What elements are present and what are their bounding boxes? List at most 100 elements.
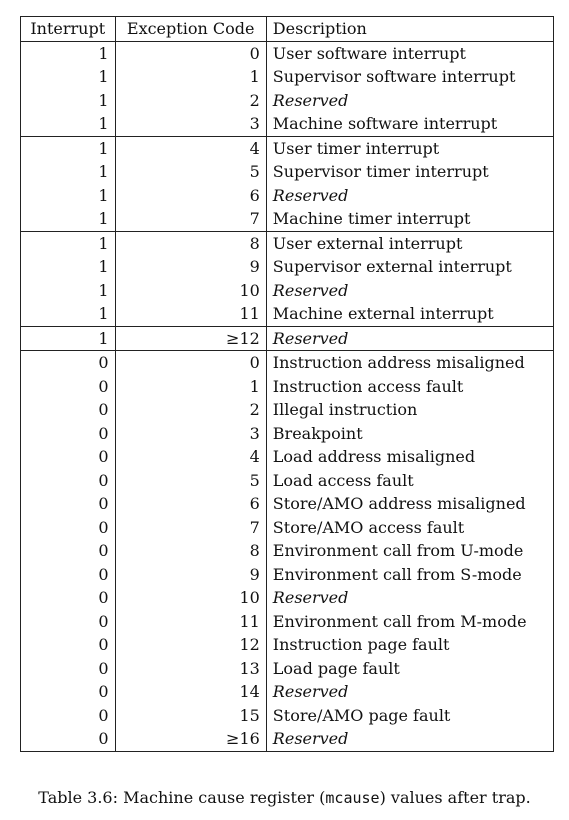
header-interrupt: Interrupt: [20, 16, 116, 42]
description-cell: Reserved: [265, 88, 555, 112]
description-cell: Machine external interrupt: [265, 302, 555, 327]
exception-code-cell: 1: [114, 374, 267, 398]
description-cell: Environment call from S-mode: [265, 562, 555, 586]
interrupt-cell: 0: [20, 421, 116, 445]
exception-code-cell: 2: [114, 398, 267, 422]
table-row: 0 5 Load access fault: [20, 468, 555, 492]
interrupt-cell: 0: [20, 374, 116, 398]
interrupt-cell: 0: [20, 609, 116, 633]
description-cell: Environment call from M-mode: [265, 609, 555, 633]
table-row: 1 2 Reserved: [20, 88, 555, 112]
description-cell: Instruction access fault: [265, 374, 555, 398]
table-row: 0 12 Instruction page fault: [20, 633, 555, 657]
interrupt-cell: 1: [20, 326, 116, 351]
table-row: 1 3 Machine software interrupt: [20, 112, 555, 137]
description-cell: Load access fault: [265, 468, 555, 492]
table-row: 1 0 User software interrupt: [20, 41, 555, 65]
description-cell: Load page fault: [265, 656, 555, 680]
description-cell: Illegal instruction: [265, 398, 555, 422]
exception-code-cell: 11: [114, 609, 267, 633]
exception-code-cell: 0: [114, 41, 267, 65]
table-row: 0 ≥16 Reserved: [20, 727, 555, 752]
description-cell: Machine software interrupt: [265, 112, 555, 137]
table-row: 1 6 Reserved: [20, 183, 555, 207]
interrupt-cell: 1: [20, 183, 116, 207]
interrupt-cell: 0: [20, 350, 116, 375]
interrupt-cell: 1: [20, 65, 116, 89]
table-row: 0 1 Instruction access fault: [20, 374, 555, 398]
exception-code-cell: 4: [114, 445, 267, 469]
description-cell: Store/AMO access fault: [265, 515, 555, 539]
table-row: 1 9 Supervisor external interrupt: [20, 255, 555, 279]
table-row: 1 1 Supervisor software interrupt: [20, 65, 555, 89]
interrupt-cell: 1: [20, 255, 116, 279]
exception-code-cell: 6: [114, 183, 267, 207]
description-cell: Machine timer interrupt: [265, 207, 555, 232]
interrupt-cell: 0: [20, 468, 116, 492]
table-row: 1 8 User external interrupt: [20, 231, 555, 255]
table-row: 1 ≥12 Reserved: [20, 326, 555, 351]
table-row: 1 11 Machine external interrupt: [20, 302, 555, 327]
exception-code-cell: 0: [114, 350, 267, 375]
description-cell: Store/AMO page fault: [265, 703, 555, 727]
description-cell: User external interrupt: [265, 231, 555, 255]
description-cell: Reserved: [265, 326, 555, 351]
description-cell: Reserved: [265, 278, 555, 302]
description-cell: User timer interrupt: [265, 136, 555, 160]
table-row: 0 8 Environment call from U-mode: [20, 539, 555, 563]
table-row: 0 7 Store/AMO access fault: [20, 515, 555, 539]
description-cell: Store/AMO address misaligned: [265, 492, 555, 516]
description-cell: Load address misaligned: [265, 445, 555, 469]
interrupt-cell: 1: [20, 207, 116, 232]
interrupt-cell: 0: [20, 680, 116, 704]
table-row: 0 9 Environment call from S-mode: [20, 562, 555, 586]
table-row: 0 6 Store/AMO address misaligned: [20, 492, 555, 516]
table-row: 0 3 Breakpoint: [20, 421, 555, 445]
description-cell: User software interrupt: [265, 41, 555, 65]
exception-code-cell: 15: [114, 703, 267, 727]
exception-code-cell: 8: [114, 539, 267, 563]
interrupt-cell: 0: [20, 656, 116, 680]
exception-code-cell: 6: [114, 492, 267, 516]
interrupt-cell: 0: [20, 492, 116, 516]
exception-code-cell: 12: [114, 633, 267, 657]
description-cell: Instruction page fault: [265, 633, 555, 657]
table-row: 0 15 Store/AMO page fault: [20, 703, 555, 727]
table-row: 1 7 Machine timer interrupt: [20, 207, 555, 232]
table-row: 0 11 Environment call from M-mode: [20, 609, 555, 633]
description-cell: Supervisor timer interrupt: [265, 160, 555, 184]
interrupt-cell: 0: [20, 703, 116, 727]
exception-code-cell: 3: [114, 421, 267, 445]
table-row: 0 13 Load page fault: [20, 656, 555, 680]
exception-code-cell: 4: [114, 136, 267, 160]
exception-code-cell: 9: [114, 255, 267, 279]
table-row: 1 10 Reserved: [20, 278, 555, 302]
table-row: 0 4 Load address misaligned: [20, 445, 555, 469]
interrupt-cell: 0: [20, 586, 116, 610]
interrupt-cell: 0: [20, 515, 116, 539]
exception-code-cell: 7: [114, 515, 267, 539]
interrupt-cell: 1: [20, 160, 116, 184]
description-cell: Reserved: [265, 183, 555, 207]
table-header-row: Interrupt Exception Code Description: [20, 16, 555, 42]
exception-code-cell: 13: [114, 656, 267, 680]
interrupt-cell: 1: [20, 302, 116, 327]
interrupt-cell: 0: [20, 562, 116, 586]
description-cell: Reserved: [265, 680, 555, 704]
table-caption: Table 3.6: Machine cause register (mcaus…: [0, 788, 569, 807]
table-row: 1 4 User timer interrupt: [20, 136, 555, 160]
interrupt-cell: 0: [20, 398, 116, 422]
description-cell: Environment call from U-mode: [265, 539, 555, 563]
exception-code-cell: 5: [114, 468, 267, 492]
interrupt-cell: 1: [20, 41, 116, 65]
exception-code-cell: ≥16: [114, 727, 267, 752]
exception-code-cell: ≥12: [114, 326, 267, 351]
exception-code-cell: 11: [114, 302, 267, 327]
exception-code-cell: 2: [114, 88, 267, 112]
table-row: 0 14 Reserved: [20, 680, 555, 704]
exception-code-cell: 9: [114, 562, 267, 586]
interrupt-cell: 0: [20, 539, 116, 563]
header-exception-code: Exception Code: [114, 16, 267, 42]
table-body: 1 0 User software interrupt 1 1 Supervisor so…: [20, 41, 555, 752]
description-cell: Supervisor external interrupt: [265, 255, 555, 279]
